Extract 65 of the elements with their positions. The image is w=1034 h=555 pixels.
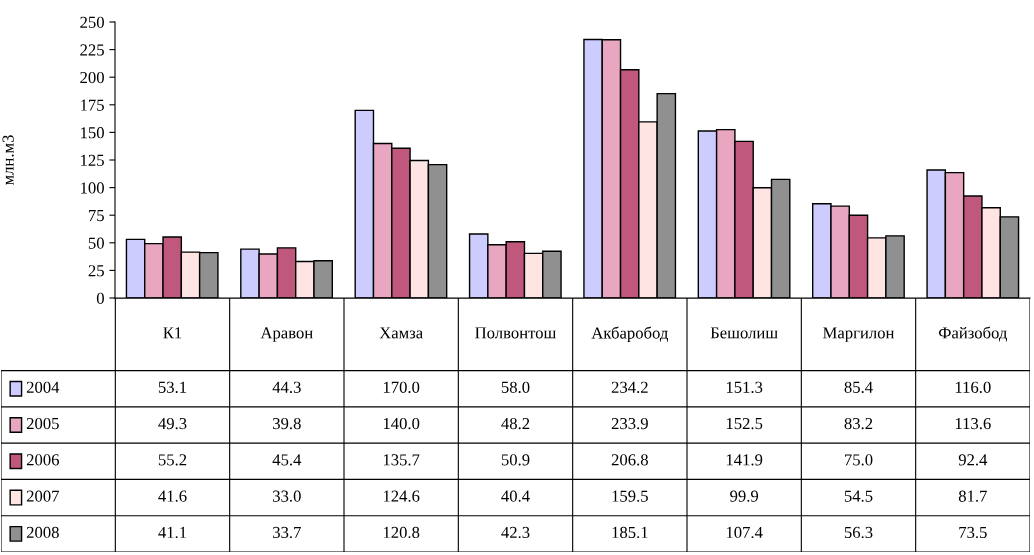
data-label: 41.6 bbox=[158, 490, 187, 502]
data-label: 170.0 bbox=[383, 381, 420, 393]
data-label: 75.0 bbox=[845, 454, 873, 466]
data-label: 48.2 bbox=[501, 417, 530, 430]
x-tick-label: Маргилон bbox=[823, 327, 895, 342]
y-tick-label: 100 bbox=[81, 182, 104, 194]
y-tick-label: 200 bbox=[80, 71, 104, 84]
data-label: 58.0 bbox=[501, 381, 530, 393]
data-label: 135.7 bbox=[383, 454, 420, 466]
data-label: 140.0 bbox=[383, 417, 420, 430]
data-label: 120.8 bbox=[383, 526, 420, 539]
y-tick-label: 250 bbox=[80, 16, 104, 28]
legend-label: 2004 bbox=[26, 381, 60, 393]
y-tick-label: 25 bbox=[88, 265, 104, 277]
data-label: 45.4 bbox=[272, 454, 302, 466]
legend-label: 2005 bbox=[26, 417, 59, 430]
y-tick-label: 0 bbox=[96, 292, 104, 304]
data-label: 33.0 bbox=[273, 490, 301, 502]
data-label: 41.1 bbox=[158, 526, 187, 539]
data-label: 113.6 bbox=[955, 417, 991, 430]
y-tick-label: 175 bbox=[81, 99, 104, 111]
x-tick-label: Файзобод bbox=[938, 326, 1008, 342]
data-label: 33.7 bbox=[273, 526, 301, 539]
y-tick-label: 125 bbox=[81, 154, 104, 166]
data-label: 42.3 bbox=[501, 526, 530, 539]
data-label: 55.2 bbox=[158, 454, 187, 466]
data-label: 206.8 bbox=[611, 454, 648, 466]
data-label: 141.9 bbox=[726, 454, 763, 466]
data-label: 54.5 bbox=[844, 490, 873, 502]
x-tick-label: Хамза bbox=[379, 327, 423, 339]
x-tick-label: Полвонтош bbox=[475, 327, 557, 339]
legend-label: 2008 bbox=[26, 526, 59, 539]
data-label: 50.9 bbox=[501, 454, 530, 466]
data-label: 81.7 bbox=[958, 490, 987, 502]
data-label: 234.2 bbox=[611, 381, 648, 393]
x-tick-label: Аравон bbox=[260, 327, 313, 342]
data-label: 40.4 bbox=[501, 490, 530, 502]
legend-label: 2006 bbox=[26, 454, 59, 466]
data-label: 83.2 bbox=[844, 417, 873, 430]
data-label: 107.4 bbox=[726, 526, 763, 539]
legend-label: 2007 bbox=[26, 490, 60, 502]
y-tick-label: 150 bbox=[81, 127, 104, 139]
data-label: 151.3 bbox=[726, 381, 763, 393]
y-tick-label: 75 bbox=[89, 210, 104, 222]
data-label: 49.3 bbox=[158, 417, 187, 430]
y-tick-label: 225 bbox=[80, 44, 104, 56]
x-tick-label: Акбаробод bbox=[591, 326, 668, 343]
data-label: 53.1 bbox=[158, 381, 187, 393]
data-label: 233.9 bbox=[611, 417, 648, 430]
data-label: 56.3 bbox=[844, 526, 873, 539]
y-axis-title: млн.м3 bbox=[2, 135, 14, 186]
x-tick-label: Бешолиш bbox=[710, 327, 778, 339]
data-label: 73.5 bbox=[959, 526, 987, 539]
data-label: 92.4 bbox=[958, 454, 988, 466]
data-label: 85.4 bbox=[844, 381, 873, 393]
data-label: 159.5 bbox=[612, 490, 648, 502]
data-label: 39.8 bbox=[273, 417, 301, 430]
data-label: 44.3 bbox=[272, 381, 301, 393]
data-label: 99.9 bbox=[730, 490, 759, 502]
y-tick-label: 50 bbox=[88, 237, 104, 249]
x-tick-label: К1 bbox=[163, 327, 182, 339]
data-label: 116.0 bbox=[955, 381, 991, 393]
data-label: 124.6 bbox=[383, 490, 420, 502]
data-label: 185.1 bbox=[612, 526, 648, 539]
data-label: 152.5 bbox=[726, 417, 763, 430]
